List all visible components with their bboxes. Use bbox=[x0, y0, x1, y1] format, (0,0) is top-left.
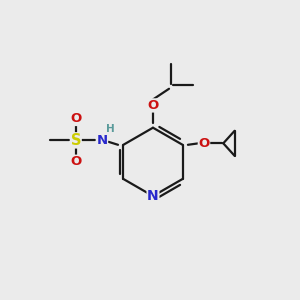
Text: O: O bbox=[198, 137, 210, 150]
Text: O: O bbox=[70, 155, 81, 168]
Text: N: N bbox=[147, 189, 159, 203]
Text: O: O bbox=[70, 112, 81, 125]
Text: S: S bbox=[70, 133, 81, 148]
Text: N: N bbox=[96, 134, 107, 147]
Text: O: O bbox=[147, 99, 159, 112]
Text: H: H bbox=[106, 124, 115, 134]
